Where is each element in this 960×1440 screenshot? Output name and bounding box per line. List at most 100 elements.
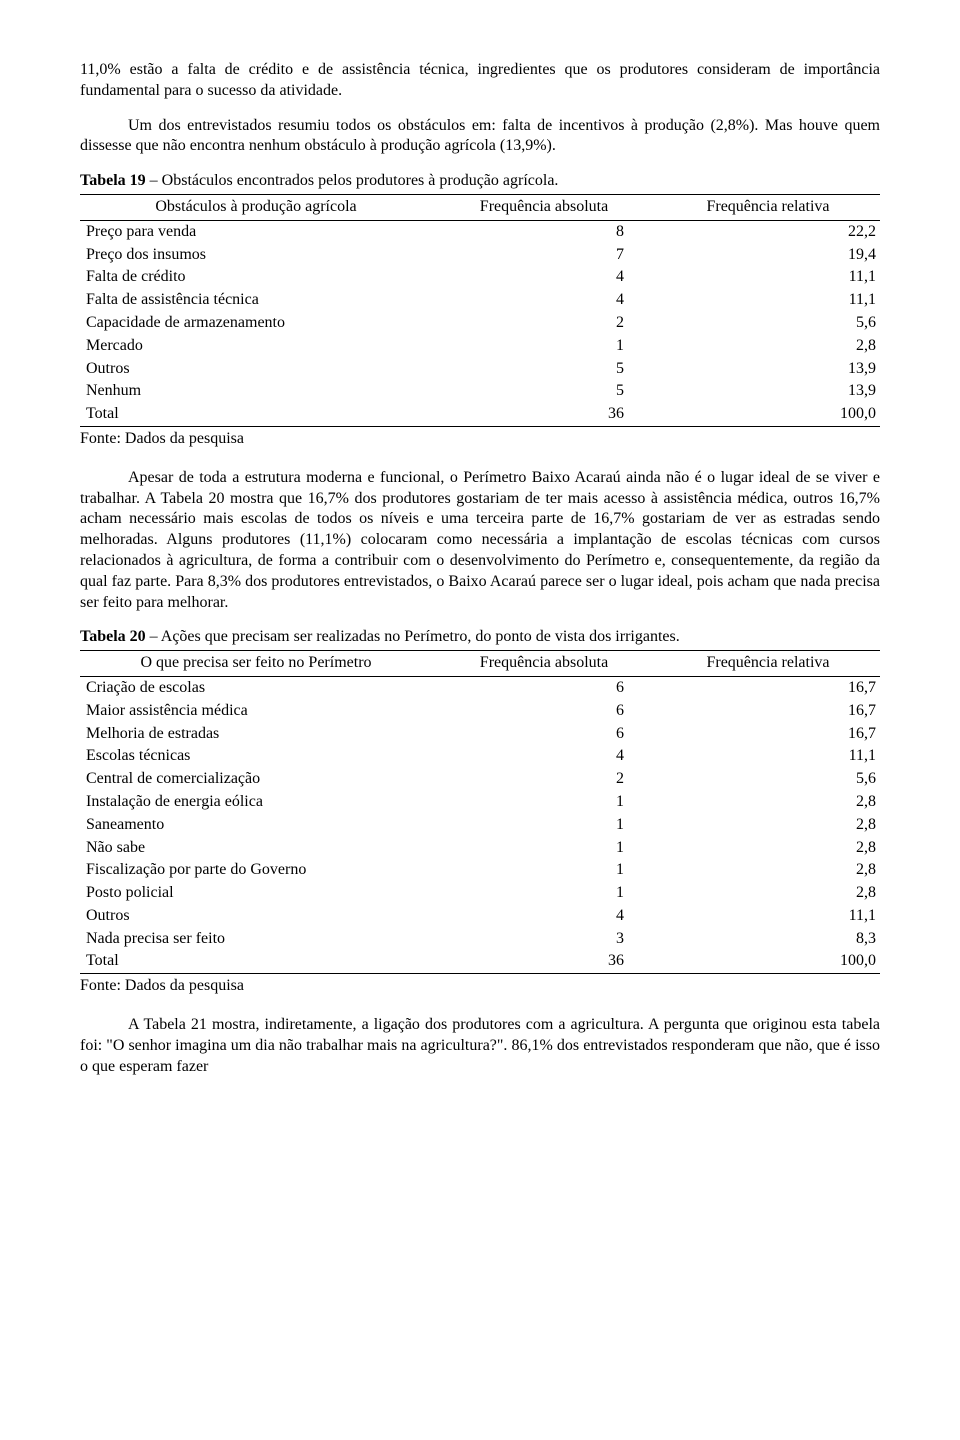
table20-cell-abs: 1 [432,837,656,860]
table20-row: Posto policial12,8 [80,882,880,905]
table20-cell-abs: 3 [432,928,656,951]
table20-h2: Frequência absoluta [432,651,656,677]
table20-cell-label: Posto policial [80,882,432,905]
table19-cell-rel: 11,1 [656,266,880,289]
table20-cell-label: Saneamento [80,814,432,837]
table20-h3: Frequência relativa [656,651,880,677]
table19-cell-label: Preço dos insumos [80,244,432,267]
table19-row: Falta de assistência técnica411,1 [80,289,880,312]
table19-title-rest: – Obstáculos encontrados pelos produtore… [146,172,559,189]
table19-cell-rel: 11,1 [656,289,880,312]
paragraph-3: Apesar de toda a estrutura moderna e fun… [80,468,880,614]
table19-h3: Frequência relativa [656,194,880,220]
table19-cell-label: Preço para venda [80,220,432,243]
table20-row: Não sabe12,8 [80,837,880,860]
table20-cell-abs: 6 [432,676,656,699]
table20-cell-label: Melhoria de estradas [80,723,432,746]
table20-cell-abs: 4 [432,745,656,768]
table20-cell-rel: 5,6 [656,768,880,791]
table20-row: Melhoria de estradas616,7 [80,723,880,746]
table20-row: Outros411,1 [80,905,880,928]
table20-cell-label: Nada precisa ser feito [80,928,432,951]
table20-cell-abs: 2 [432,768,656,791]
table20-cell-rel: 2,8 [656,814,880,837]
table19-cell-abs: 5 [432,358,656,381]
table20-row: Instalação de energia eólica12,8 [80,791,880,814]
table19-total-label: Total [80,403,432,426]
table20-total-rel: 100,0 [656,950,880,973]
table20-cell-rel: 16,7 [656,723,880,746]
table19-row: Outros513,9 [80,358,880,381]
table19-cell-rel: 22,2 [656,220,880,243]
paragraph-2: Um dos entrevistados resumiu todos os ob… [80,116,880,158]
table20-cell-rel: 2,8 [656,837,880,860]
table20-title-rest: – Ações que precisam ser realizadas no P… [146,628,680,645]
table19-row: Preço dos insumos719,4 [80,244,880,267]
table20-row: Fiscalização por parte do Governo12,8 [80,859,880,882]
table19-cell-label: Capacidade de armazenamento [80,312,432,335]
table20-total-row: Total36100,0 [80,950,880,973]
table19-title-bold: Tabela 19 [80,172,146,189]
table20-row: Central de comercialização25,6 [80,768,880,791]
table20-cell-label: Fiscalização por parte do Governo [80,859,432,882]
table20-cell-abs: 1 [432,882,656,905]
table20-row: Criação de escolas616,7 [80,676,880,699]
table19-cell-label: Nenhum [80,380,432,403]
paragraph-1: 11,0% estão a falta de crédito e de assi… [80,60,880,102]
table19-cell-label: Falta de crédito [80,266,432,289]
table20-cell-rel: 11,1 [656,745,880,768]
table19-cell-label: Falta de assistência técnica [80,289,432,312]
table20-cell-rel: 2,8 [656,791,880,814]
table20-title: Tabela 20 – Ações que precisam ser reali… [80,627,880,648]
table19-cell-abs: 5 [432,380,656,403]
table20-cell-rel: 2,8 [656,882,880,905]
table19-h1: Obstáculos à produção agrícola [80,194,432,220]
table20-cell-rel: 2,8 [656,859,880,882]
table20-cell-abs: 6 [432,723,656,746]
table20-row: Escolas técnicas411,1 [80,745,880,768]
table19-cell-rel: 13,9 [656,380,880,403]
table20-total-label: Total [80,950,432,973]
table19-cell-abs: 2 [432,312,656,335]
table19-row: Falta de crédito411,1 [80,266,880,289]
table19-cell-abs: 8 [432,220,656,243]
table19-fonte: Fonte: Dados da pesquisa [80,429,880,450]
table19-row: Preço para venda822,2 [80,220,880,243]
table19-cell-abs: 4 [432,266,656,289]
table19-cell-rel: 13,9 [656,358,880,381]
table20-row: Maior assistência médica616,7 [80,700,880,723]
table20-cell-abs: 1 [432,859,656,882]
table19-total-row: Total36100,0 [80,403,880,426]
table20-cell-rel: 16,7 [656,700,880,723]
table20-cell-label: Criação de escolas [80,676,432,699]
table19-cell-abs: 1 [432,335,656,358]
table20: O que precisa ser feito no Perímetro Fre… [80,650,880,974]
table19-header-row: Obstáculos à produção agrícola Frequênci… [80,194,880,220]
table20-row: Nada precisa ser feito38,3 [80,928,880,951]
table19-cell-label: Outros [80,358,432,381]
table19-row: Capacidade de armazenamento25,6 [80,312,880,335]
table20-cell-abs: 4 [432,905,656,928]
table20-total-abs: 36 [432,950,656,973]
table20-cell-rel: 11,1 [656,905,880,928]
table20-cell-label: Instalação de energia eólica [80,791,432,814]
table19-cell-rel: 2,8 [656,335,880,358]
table20-cell-label: Maior assistência médica [80,700,432,723]
table20-cell-abs: 6 [432,700,656,723]
table19-cell-abs: 4 [432,289,656,312]
table20-cell-label: Outros [80,905,432,928]
table19-row: Mercado12,8 [80,335,880,358]
table20-cell-abs: 1 [432,814,656,837]
table20-cell-label: Central de comercialização [80,768,432,791]
table19-total-rel: 100,0 [656,403,880,426]
table20-cell-label: Não sabe [80,837,432,860]
table19-cell-abs: 7 [432,244,656,267]
table19-h2: Frequência absoluta [432,194,656,220]
table19-cell-rel: 5,6 [656,312,880,335]
table19-cell-label: Mercado [80,335,432,358]
table20-fonte: Fonte: Dados da pesquisa [80,976,880,997]
table19-cell-rel: 19,4 [656,244,880,267]
table19-title: Tabela 19 – Obstáculos encontrados pelos… [80,171,880,192]
table19-row: Nenhum513,9 [80,380,880,403]
table19: Obstáculos à produção agrícola Frequênci… [80,194,880,427]
